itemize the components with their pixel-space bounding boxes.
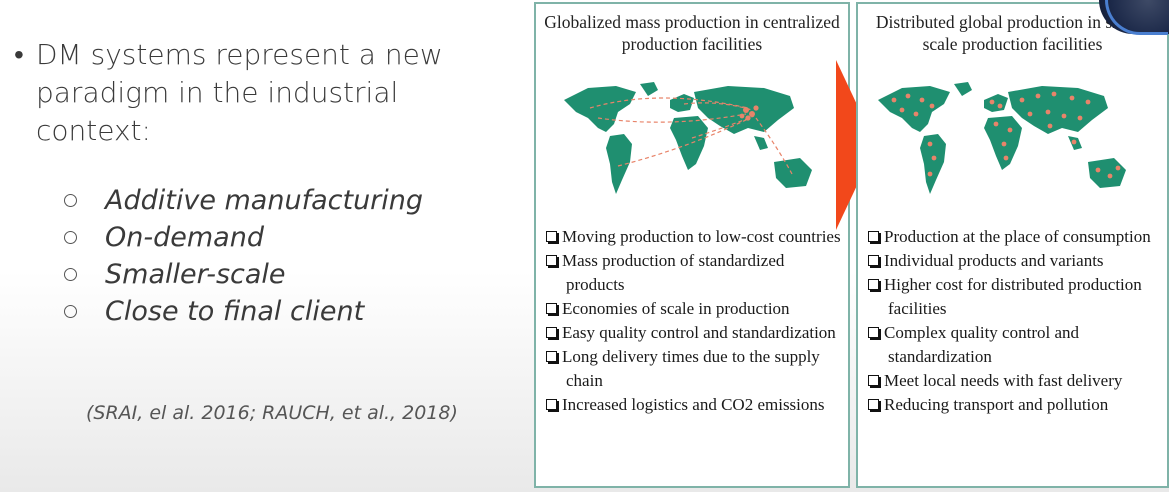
world-map-distributed	[878, 82, 1126, 194]
sub-bullet-list: Additive manufacturing On-demand Smaller…	[64, 182, 423, 330]
circle-bullet-icon	[64, 305, 77, 318]
list-item: Easy quality control and standardization	[546, 321, 844, 345]
list-item: Moving production to low-cost countries	[546, 225, 844, 249]
checkbox-icon	[868, 255, 879, 266]
main-bullet: • DM systems represent a new paradigm in…	[14, 36, 494, 150]
sub-bullet-item: Smaller-scale	[64, 256, 423, 293]
citation: (SRAI, el al. 2016; RAUCH, et al., 2018)	[86, 402, 458, 424]
sub-bullet-item: Close to final client	[64, 293, 423, 330]
distributed-production-panel: Distributed global production in small-s…	[856, 2, 1169, 488]
circle-bullet-icon	[64, 194, 77, 207]
list-item: Individual products and variants	[868, 249, 1163, 273]
checkbox-icon	[868, 327, 879, 338]
list-item: Reducing transport and pollution	[868, 393, 1163, 417]
checkbox-icon	[868, 279, 879, 290]
checkbox-icon	[868, 375, 879, 386]
centralized-features-list: Moving production to low-cost countries …	[546, 225, 844, 417]
panel-title: Distributed global production in small-s…	[875, 12, 1150, 54]
centralized-production-panel: Globalized mass production in centralize…	[534, 2, 850, 488]
list-item: Complex quality control and standardizat…	[868, 321, 1163, 369]
list-item: Mass production of standardized products	[546, 249, 844, 297]
list-item: Economies of scale in production	[546, 297, 844, 321]
checkbox-icon	[546, 255, 557, 266]
checkbox-icon	[546, 399, 557, 410]
panel-title: Globalized mass production in centralize…	[544, 12, 840, 54]
distributed-features-list: Production at the place of consumption I…	[868, 225, 1163, 417]
checkbox-icon	[546, 327, 557, 338]
checkbox-icon	[546, 303, 557, 314]
slide-text-area: • DM systems represent a new paradigm in…	[0, 0, 520, 492]
list-item: Production at the place of consumption	[868, 225, 1163, 249]
main-bullet-text: DM systems represent a new paradigm in t…	[36, 38, 443, 147]
sub-bullet-item: On-demand	[64, 219, 423, 256]
list-item: Long delivery times due to the supply ch…	[546, 345, 844, 393]
list-item: Higher cost for distributed production f…	[868, 273, 1163, 321]
bullet-dot-icon: •	[14, 38, 24, 71]
checkbox-icon	[546, 231, 557, 242]
circle-bullet-icon	[64, 268, 77, 281]
circle-bullet-icon	[64, 231, 77, 244]
checkbox-icon	[868, 231, 879, 242]
world-map-centralized	[564, 82, 812, 194]
checkbox-icon	[546, 351, 557, 362]
sub-bullet-item: Additive manufacturing	[64, 182, 423, 219]
list-item: Increased logistics and CO2 emissions	[546, 393, 844, 417]
checkbox-icon	[868, 399, 879, 410]
list-item: Meet local needs with fast delivery	[868, 369, 1163, 393]
